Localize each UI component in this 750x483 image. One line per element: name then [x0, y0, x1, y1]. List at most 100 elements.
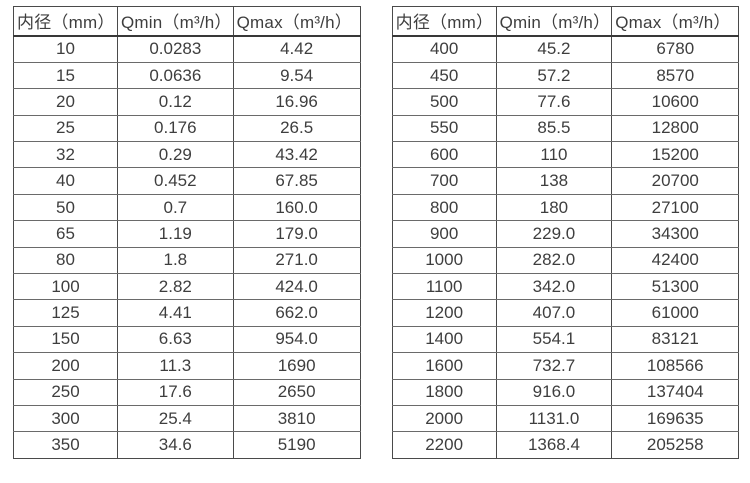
column-header-qmax: Qmax（m³/h） — [611, 6, 740, 37]
table-cell: 662.0 — [232, 299, 361, 327]
table-cell: 0.0636 — [117, 61, 234, 90]
table-cell: 65 — [13, 220, 118, 248]
table-row: 200 11.3 1690 — [13, 352, 361, 380]
table-row: 600 110 15200 — [391, 141, 740, 169]
table-row: 150 6.63 954.0 — [13, 325, 361, 354]
table-row: 20 0.12 16.96 — [13, 88, 361, 116]
column-header-qmin: Qmin（m³/h） — [495, 6, 613, 37]
table-cell: 0.0283 — [117, 35, 234, 63]
table-cell: 600 — [391, 141, 497, 169]
table-cell: 15200 — [611, 141, 740, 169]
table-cell: 300 — [13, 404, 118, 433]
table-row: 15 0.0636 9.54 — [13, 61, 361, 90]
table-body: 400 45.2 6780 450 57.2 8570 500 77.6 10600 550 85.… — [391, 35, 740, 459]
table-cell: 4.42 — [232, 35, 361, 63]
table-cell: 700 — [391, 167, 497, 195]
column-header-diameter: 内径（mm） — [391, 6, 497, 37]
table-row: 1200 407.0 61000 — [391, 299, 740, 327]
column-header-qmin: Qmin（m³/h） — [117, 6, 234, 37]
table-cell: 205258 — [611, 431, 740, 459]
table-row: 32 0.29 43.42 — [13, 141, 361, 169]
table-cell: 100 — [13, 273, 118, 301]
table-cell: 67.85 — [232, 167, 361, 195]
table-row: 900 229.0 34300 — [391, 220, 740, 248]
table-cell: 350 — [13, 431, 118, 459]
column-header-qmax: Qmax（m³/h） — [232, 6, 361, 37]
table-cell: 6.63 — [117, 325, 234, 354]
table-row: 700 138 20700 — [391, 167, 740, 195]
table-cell: 0.7 — [117, 193, 234, 222]
table-cell: 25 — [13, 114, 118, 143]
table-cell: 34.6 — [117, 431, 234, 459]
table-cell: 1368.4 — [495, 431, 613, 459]
table-cell: 2.82 — [117, 273, 234, 301]
table-row: 800 180 27100 — [391, 193, 740, 222]
table-row: 65 1.19 179.0 — [13, 220, 361, 248]
table-cell: 125 — [13, 299, 118, 327]
table-cell: 61000 — [611, 299, 740, 327]
table-cell: 250 — [13, 378, 118, 406]
flow-table-large-diameters: 内径（mm） Qmin（m³/h） Qmax（m³/h） 400 45.2 6780… — [391, 6, 740, 459]
table-cell: 16.96 — [232, 88, 361, 116]
table-cell: 900 — [391, 220, 497, 248]
table-cell: 1.8 — [117, 246, 234, 275]
table-cell: 57.2 — [495, 61, 613, 90]
table-cell: 400 — [391, 35, 497, 63]
table-cell: 25.4 — [117, 404, 234, 433]
table-cell: 1600 — [391, 352, 497, 380]
table-cell: 4.41 — [117, 299, 234, 327]
table-cell: 26.5 — [232, 114, 361, 143]
table-cell: 0.176 — [117, 114, 234, 143]
table-cell: 2200 — [391, 431, 497, 459]
table-cell: 282.0 — [495, 246, 613, 275]
table-cell: 15 — [13, 61, 118, 90]
table-row: 40 0.452 67.85 — [13, 167, 361, 195]
table-cell: 20 — [13, 88, 118, 116]
table-cell: 550 — [391, 114, 497, 143]
table-cell: 27100 — [611, 193, 740, 222]
table-cell: 0.452 — [117, 167, 234, 195]
table-row: 300 25.4 3810 — [13, 404, 361, 433]
table-row: 2200 1368.4 205258 — [391, 431, 740, 459]
table-row: 10 0.0283 4.42 — [13, 35, 361, 63]
table-cell: 0.12 — [117, 88, 234, 116]
table-cell: 3810 — [232, 404, 361, 433]
table-cell: 42400 — [611, 246, 740, 275]
table-cell: 150 — [13, 325, 118, 354]
table-row: 25 0.176 26.5 — [13, 114, 361, 143]
flow-rate-tables-page: 内径（mm） Qmin（m³/h） Qmax（m³/h） 10 0.0283 4.4… — [13, 6, 740, 459]
table-cell: 50 — [13, 193, 118, 222]
table-row: 250 17.6 2650 — [13, 378, 361, 406]
table-cell: 20700 — [611, 167, 740, 195]
table-cell: 32 — [13, 141, 118, 169]
table-cell: 108566 — [611, 352, 740, 380]
table-cell: 0.29 — [117, 141, 234, 169]
table-cell: 77.6 — [495, 88, 613, 116]
table-cell: 138 — [495, 167, 613, 195]
table-cell: 732.7 — [495, 352, 613, 380]
flow-table-small-diameters: 内径（mm） Qmin（m³/h） Qmax（m³/h） 10 0.0283 4.4… — [13, 6, 361, 459]
table-cell: 179.0 — [232, 220, 361, 248]
table-cell: 51300 — [611, 273, 740, 301]
table-cell: 200 — [13, 352, 118, 380]
table-cell: 954.0 — [232, 325, 361, 354]
table-row: 1000 282.0 42400 — [391, 246, 740, 275]
table-cell: 85.5 — [495, 114, 613, 143]
table-cell: 10600 — [611, 88, 740, 116]
table-cell: 1100 — [391, 273, 497, 301]
table-cell: 342.0 — [495, 273, 613, 301]
table-cell: 271.0 — [232, 246, 361, 275]
table-row: 400 45.2 6780 — [391, 35, 740, 63]
header-row: 内径（mm） Qmin（m³/h） Qmax（m³/h） — [13, 6, 361, 37]
table-cell: 1400 — [391, 325, 497, 354]
table-cell: 800 — [391, 193, 497, 222]
table-cell: 17.6 — [117, 378, 234, 406]
table-cell: 10 — [13, 35, 118, 63]
table-cell: 450 — [391, 61, 497, 90]
table-cell: 45.2 — [495, 35, 613, 63]
table-row: 50 0.7 160.0 — [13, 193, 361, 222]
table-cell: 9.54 — [232, 61, 361, 90]
table-cell: 169635 — [611, 404, 740, 433]
table-row: 1800 916.0 137404 — [391, 378, 740, 406]
table-row: 1100 342.0 51300 — [391, 273, 740, 301]
